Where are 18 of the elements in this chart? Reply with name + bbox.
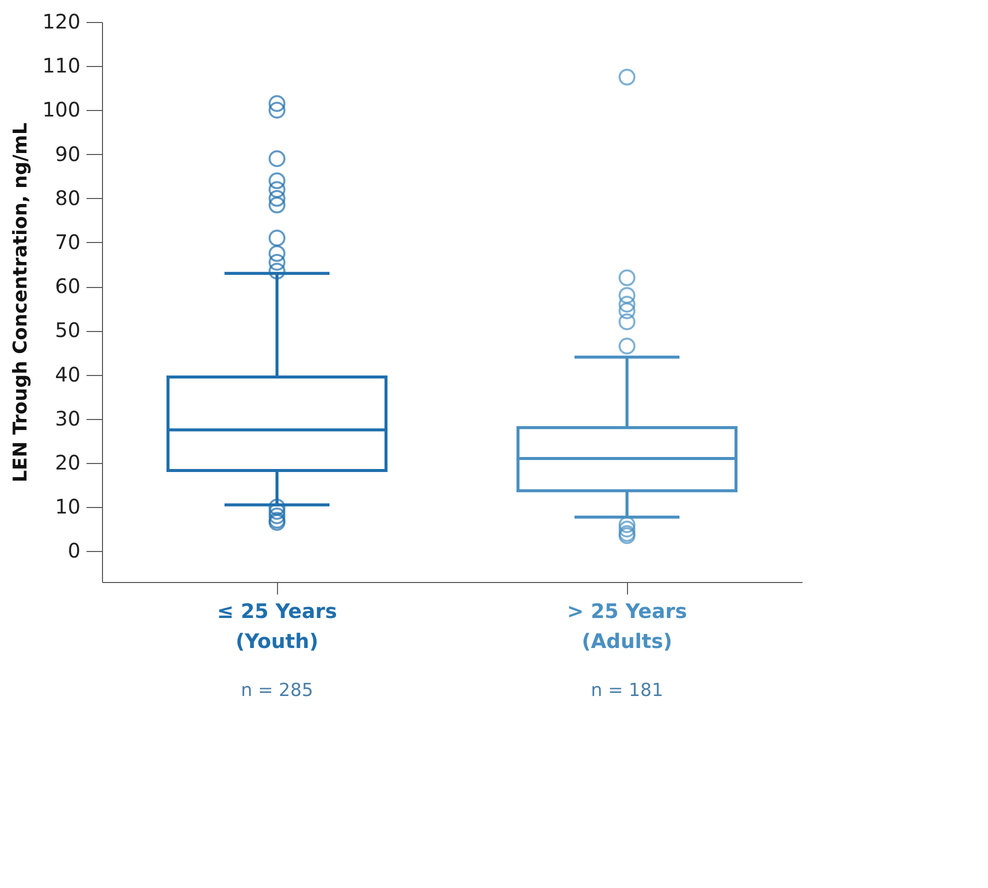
y-tick-label: 20 xyxy=(55,450,80,474)
y-tick-label: 30 xyxy=(55,406,80,430)
y-tick-label: 0 xyxy=(68,538,80,563)
y-tick-label: 120 xyxy=(42,10,80,34)
y-tick-label: 110 xyxy=(42,54,80,78)
y-tick-label: 10 xyxy=(55,494,80,519)
text: n = 285 xyxy=(240,680,314,701)
y-tick-label: 40 xyxy=(55,362,80,386)
y-tick-label: 100 xyxy=(42,98,80,122)
y-tick-label: 80 xyxy=(55,186,80,210)
y-tick-label: 90 xyxy=(55,142,80,166)
y-tick-label: 60 xyxy=(55,274,80,298)
y-tick-label: 70 xyxy=(55,230,80,254)
text: n = 181 xyxy=(590,680,664,701)
y-axis-title: LEN Trough Concentration, ng/mL xyxy=(9,122,32,482)
y-tick-label: 50 xyxy=(55,318,80,342)
x-tick-label: ≤ 25 Years (Youth) xyxy=(217,599,337,653)
x-tick-label: > 25 Years (Adults) xyxy=(567,599,687,653)
